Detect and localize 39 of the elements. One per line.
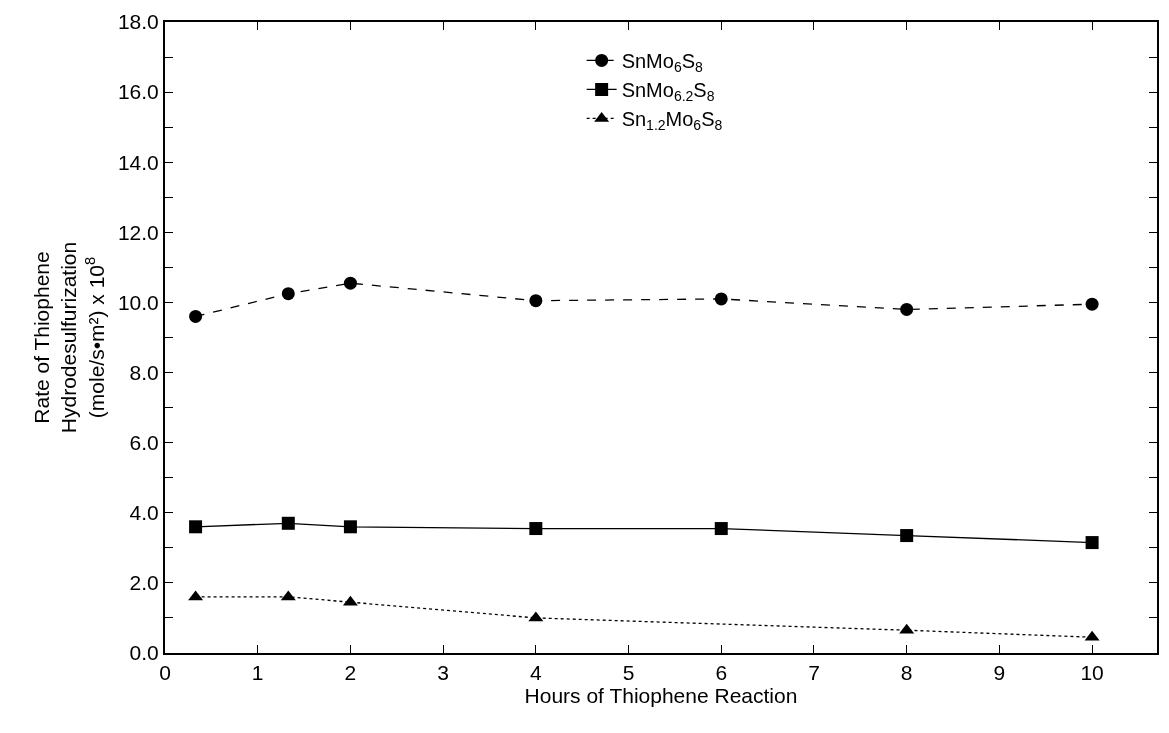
point <box>529 522 543 536</box>
point <box>189 520 203 534</box>
x-tick-label: 6 <box>715 661 728 685</box>
point <box>900 529 914 543</box>
x-tick-label: 3 <box>437 661 449 685</box>
point <box>714 292 728 306</box>
x-tick-label: 8 <box>900 661 913 685</box>
x-tick-label: 5 <box>622 661 635 685</box>
point <box>714 522 728 536</box>
x-axis-title: Hours of Thiophene Reaction <box>524 684 798 708</box>
y-tick-label: 16.0 <box>117 80 159 104</box>
y-tick-label: 2.0 <box>129 571 159 595</box>
point <box>281 516 295 530</box>
point <box>343 520 357 534</box>
point <box>281 287 295 301</box>
y-tick-label: 8.0 <box>129 360 159 384</box>
point <box>1085 297 1099 311</box>
legend-label: SnMo$_{6.2}$S$_{8}$ <box>621 79 715 105</box>
y-tick-label: 18.0 <box>117 10 159 34</box>
legend-label: Sn$_{1.2}$Mo$_{6}$S$_{8}$ <box>621 108 723 134</box>
point <box>529 294 543 308</box>
y-tick-label: 4.0 <box>129 501 159 525</box>
point <box>900 302 914 316</box>
x-tick-label: 10 <box>1080 661 1104 685</box>
y-tick-label: 0.0 <box>129 641 159 665</box>
legend-label: SnMo$_{6}$S$_{8}$ <box>621 50 704 76</box>
point <box>343 276 357 290</box>
point <box>1085 536 1099 550</box>
x-tick-label: 9 <box>993 661 1006 685</box>
x-tick-label: 0 <box>159 661 171 685</box>
y-tick-label: 10.0 <box>117 290 159 314</box>
y-tick-label: 12.0 <box>117 220 159 244</box>
x-tick-label: 2 <box>344 661 357 685</box>
x-tick-label: 4 <box>530 661 542 685</box>
x-tick-label: 7 <box>808 661 820 685</box>
y-tick-label: 6.0 <box>129 431 159 455</box>
y-tick-label: 14.0 <box>117 150 159 174</box>
point <box>189 309 203 323</box>
x-tick-label: 1 <box>251 661 264 685</box>
